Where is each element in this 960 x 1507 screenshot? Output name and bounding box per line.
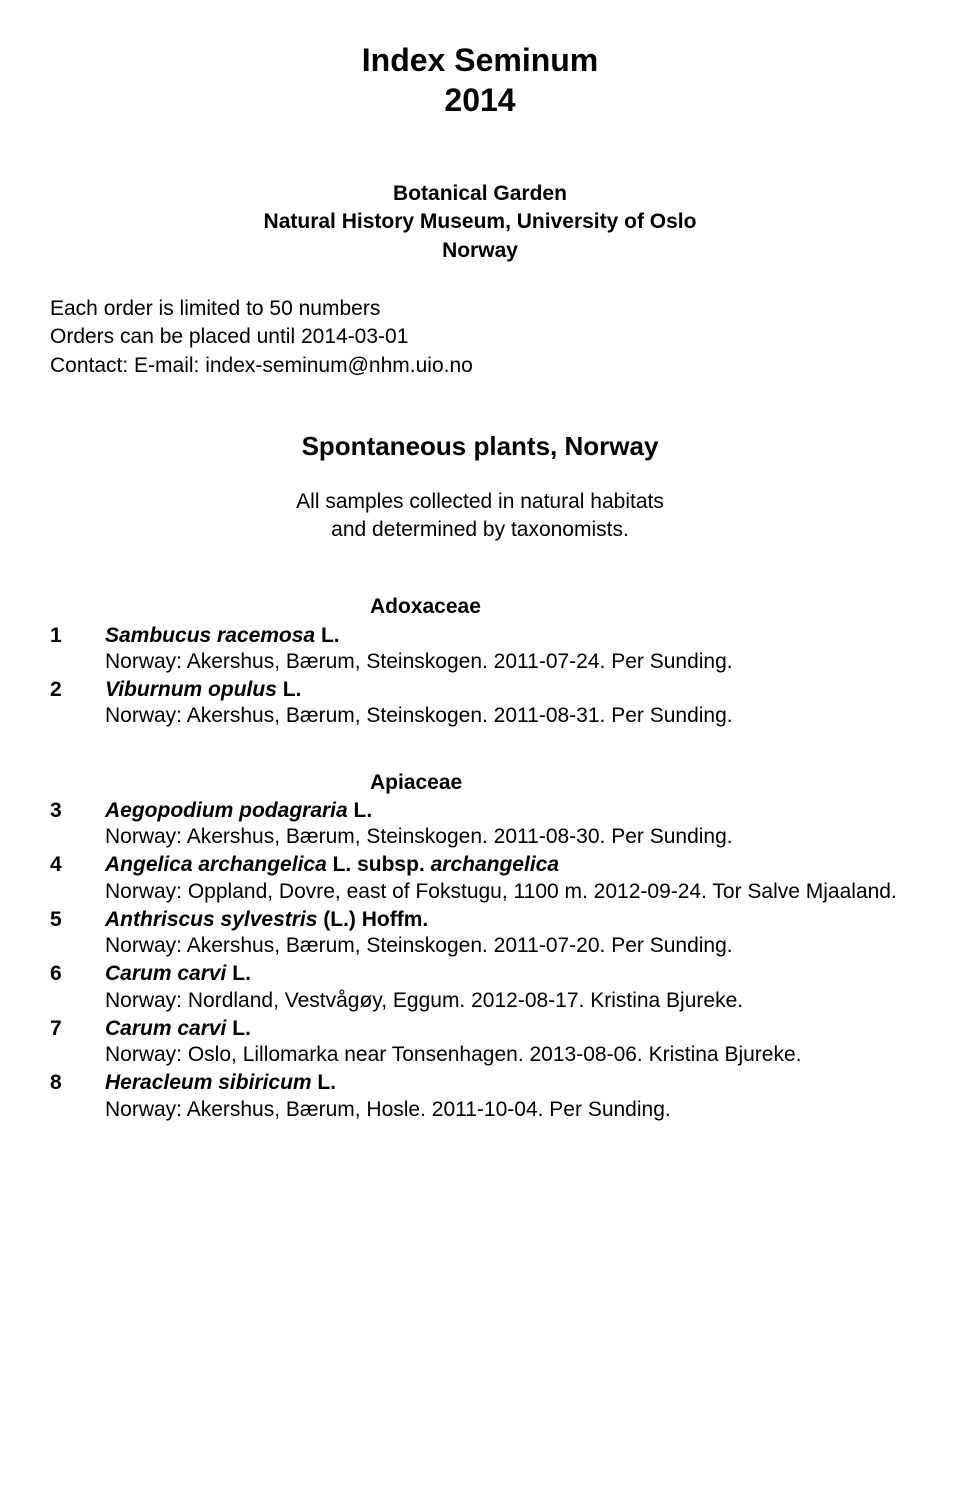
- family-block: Apiaceae3Aegopodium podagraria L.Norway:…: [50, 770, 910, 1123]
- species-entry: 5Anthriscus sylvestris (L.) Hoffm.Norway…: [50, 907, 910, 960]
- species-entry: 1Sambucus racemosa L.Norway: Akershus, B…: [50, 623, 910, 676]
- entry-body: Heracleum sibiricum L.Norway: Akershus, …: [105, 1070, 910, 1123]
- entry-body: Sambucus racemosa L.Norway: Akershus, Bæ…: [105, 623, 910, 676]
- species-entry: 3Aegopodium podagraria L.Norway: Akershu…: [50, 798, 910, 851]
- entry-locality: Norway: Akershus, Bærum, Steinskogen. 20…: [105, 824, 910, 850]
- family-name: Adoxaceae: [50, 594, 910, 620]
- species-authority: L.: [277, 678, 302, 701]
- entry-number: 6: [50, 961, 105, 987]
- species-authority: (L.) Hoffm.: [317, 908, 428, 931]
- species-name: Angelica archangelica L. subsp. archange…: [105, 852, 910, 878]
- species-authority: L. subsp.: [327, 853, 431, 876]
- section-sub-line-2: and determined by taxonomists.: [50, 516, 910, 544]
- entry-locality: Norway: Akershus, Bærum, Steinskogen. 20…: [105, 933, 910, 959]
- family-name: Apiaceae: [50, 770, 910, 796]
- entry-number: 4: [50, 852, 105, 878]
- entry-body: Carum carvi L.Norway: Oslo, Lillomarka n…: [105, 1016, 910, 1069]
- species-name: Carum carvi L.: [105, 961, 910, 987]
- entry-number: 7: [50, 1016, 105, 1042]
- document-title: Index Seminum 2014: [50, 40, 910, 120]
- family-block: Adoxaceae1Sambucus racemosa L.Norway: Ak…: [50, 594, 910, 729]
- info-line-2: Orders can be placed until 2014-03-01: [50, 323, 910, 351]
- order-info: Each order is limited to 50 numbers Orde…: [50, 295, 910, 380]
- species-subspecies-epithet: archangelica: [431, 853, 559, 876]
- species-authority: L.: [312, 1071, 337, 1094]
- entry-locality: Norway: Oslo, Lillomarka near Tonsenhage…: [105, 1042, 910, 1068]
- title-line-1: Index Seminum: [50, 40, 910, 80]
- info-line-3: Contact: E-mail: index-seminum@nhm.uio.n…: [50, 352, 910, 380]
- section-sub-line-1: All samples collected in natural habitat…: [50, 488, 910, 516]
- entry-number: 1: [50, 623, 105, 649]
- subtitle-line-1: Botanical Garden: [50, 180, 910, 208]
- species-epithet: Viburnum opulus: [105, 678, 277, 701]
- section-subheading: All samples collected in natural habitat…: [50, 488, 910, 545]
- species-epithet: Angelica archangelica: [105, 853, 327, 876]
- entry-locality: Norway: Oppland, Dovre, east of Fokstugu…: [105, 879, 910, 905]
- species-name: Heracleum sibiricum L.: [105, 1070, 910, 1096]
- species-entry: 8Heracleum sibiricum L.Norway: Akershus,…: [50, 1070, 910, 1123]
- species-name: Anthriscus sylvestris (L.) Hoffm.: [105, 907, 910, 933]
- subtitle-line-2: Natural History Museum, University of Os…: [50, 208, 910, 236]
- species-epithet: Carum carvi: [105, 1017, 226, 1040]
- species-entry: 6Carum carvi L.Norway: Nordland, Vestvåg…: [50, 961, 910, 1014]
- entry-locality: Norway: Akershus, Bærum, Hosle. 2011-10-…: [105, 1097, 910, 1123]
- entry-body: Anthriscus sylvestris (L.) Hoffm.Norway:…: [105, 907, 910, 960]
- entry-locality: Norway: Akershus, Bærum, Steinskogen. 20…: [105, 703, 910, 729]
- species-authority: L.: [348, 799, 373, 822]
- species-epithet: Anthriscus sylvestris: [105, 908, 317, 931]
- entry-body: Angelica archangelica L. subsp. archange…: [105, 852, 910, 905]
- species-authority: L.: [226, 962, 251, 985]
- species-name: Viburnum opulus L.: [105, 677, 910, 703]
- species-epithet: Sambucus racemosa: [105, 624, 315, 647]
- species-entry: 4Angelica archangelica L. subsp. archang…: [50, 852, 910, 905]
- species-authority: L.: [315, 624, 340, 647]
- entry-locality: Norway: Akershus, Bærum, Steinskogen. 20…: [105, 649, 910, 675]
- info-line-1: Each order is limited to 50 numbers: [50, 295, 910, 323]
- species-epithet: Carum carvi: [105, 962, 226, 985]
- species-epithet: Heracleum sibiricum: [105, 1071, 312, 1094]
- entry-number: 5: [50, 907, 105, 933]
- entry-body: Viburnum opulus L.Norway: Akershus, Bæru…: [105, 677, 910, 730]
- entry-body: Carum carvi L.Norway: Nordland, Vestvågø…: [105, 961, 910, 1014]
- species-authority: L.: [226, 1017, 251, 1040]
- document-subtitle: Botanical Garden Natural History Museum,…: [50, 180, 910, 265]
- subtitle-line-3: Norway: [50, 237, 910, 265]
- entry-number: 2: [50, 677, 105, 703]
- species-entry: 7Carum carvi L.Norway: Oslo, Lillomarka …: [50, 1016, 910, 1069]
- entry-locality: Norway: Nordland, Vestvågøy, Eggum. 2012…: [105, 988, 910, 1014]
- title-line-2: 2014: [50, 80, 910, 120]
- species-name: Carum carvi L.: [105, 1016, 910, 1042]
- species-name: Sambucus racemosa L.: [105, 623, 910, 649]
- section-heading: Spontaneous plants, Norway: [50, 430, 910, 463]
- entry-body: Aegopodium podagraria L.Norway: Akershus…: [105, 798, 910, 851]
- species-entry: 2Viburnum opulus L.Norway: Akershus, Bær…: [50, 677, 910, 730]
- species-epithet: Aegopodium podagraria: [105, 799, 348, 822]
- entry-number: 8: [50, 1070, 105, 1096]
- species-name: Aegopodium podagraria L.: [105, 798, 910, 824]
- entry-number: 3: [50, 798, 105, 824]
